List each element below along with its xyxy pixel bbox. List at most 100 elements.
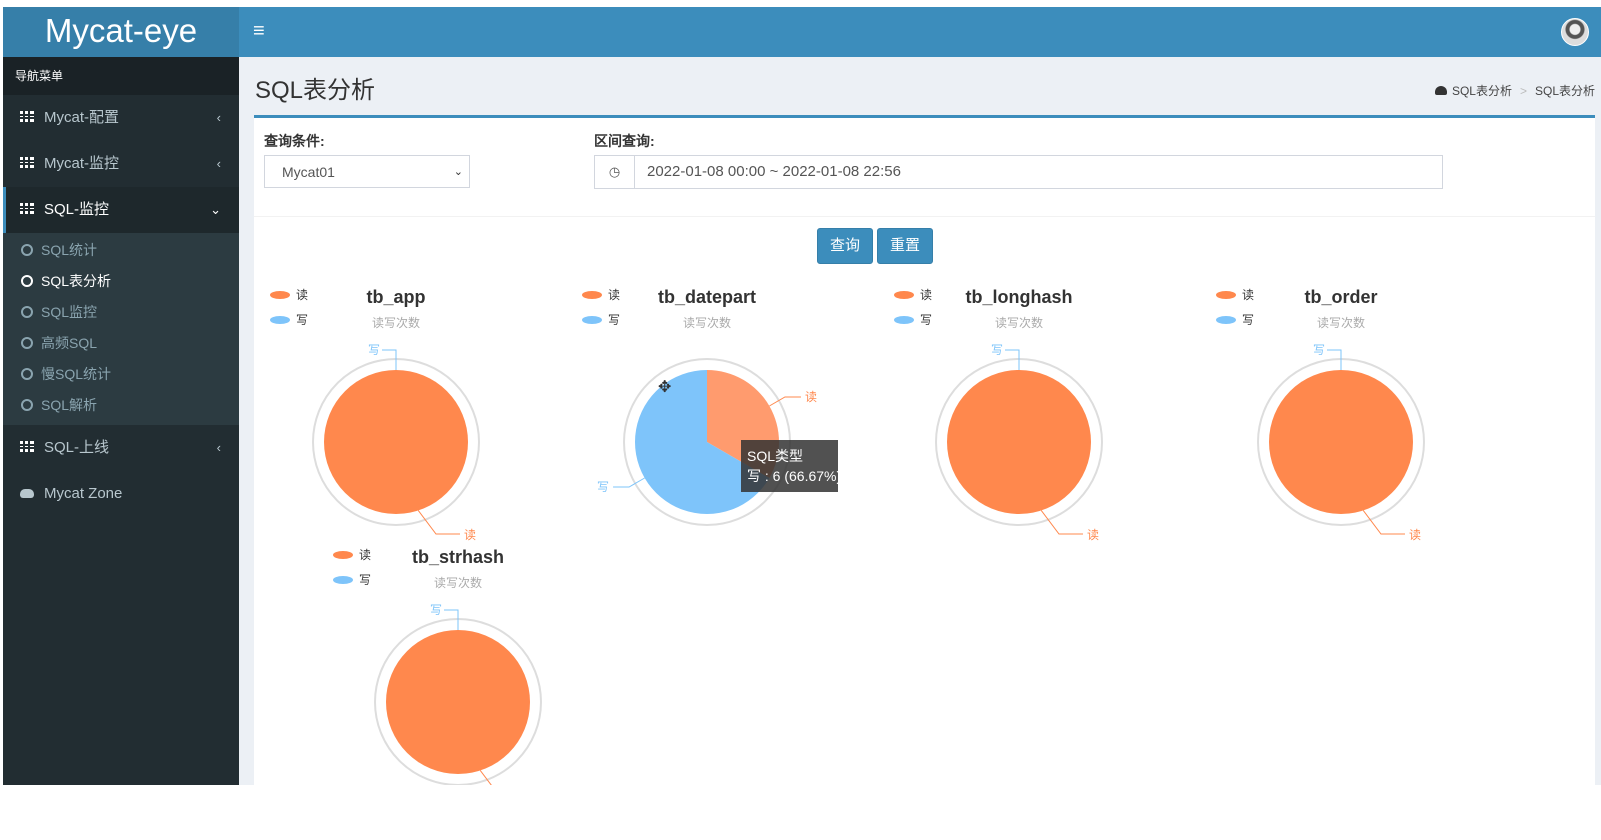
pie-label-line	[1327, 349, 1342, 370]
tooltip-title: SQL类型	[747, 448, 804, 464]
tooltip-text: 写 : 6 (66.67%)	[747, 468, 838, 484]
datasource-select[interactable]: Mycat01 ⌄	[264, 155, 470, 188]
content-header: SQL表分析 SQL表分析 > SQL表分析	[239, 57, 1601, 115]
pie-slice	[386, 630, 530, 774]
legend-write-marker	[1216, 316, 1236, 324]
pie-label: 写	[430, 603, 442, 617]
circle-icon	[21, 306, 33, 319]
chevron-left-icon: ‹	[216, 110, 221, 125]
submenu-item-label: SQL统计	[41, 242, 98, 258]
pie-label-line	[479, 770, 492, 785]
top-navbar: ≡	[239, 7, 1601, 57]
chart-subtitle: 读写次数	[434, 575, 482, 590]
breadcrumb-current: SQL表分析	[1534, 84, 1595, 98]
pie-label: 读	[464, 528, 476, 542]
pie-slice	[634, 370, 770, 514]
date-range-value: 2022-01-08 00:00 ~ 2022-01-08 22:56	[647, 163, 901, 180]
chart-title: tb_datepart	[658, 287, 756, 307]
app-window: Mycat-eye ≡ 导航菜单 Mycat-配置 ‹ Mycat-监控 ‹ S…	[3, 7, 1601, 785]
chart-subtitle: 读写次数	[1317, 315, 1365, 330]
submenu-item-sql-parse[interactable]: SQL解析	[3, 390, 239, 421]
pie-label: 读	[1087, 528, 1099, 542]
circle-icon	[21, 337, 33, 350]
grid-icon	[20, 156, 34, 168]
legend-write-marker	[333, 576, 353, 584]
legend-read-label: 读	[920, 288, 932, 302]
legend-read-marker	[270, 291, 290, 299]
pie-label-line	[613, 477, 645, 488]
pie-label-line	[1040, 510, 1083, 535]
submenu-item-frequent-sql[interactable]: 高频SQL	[3, 328, 239, 359]
pie-label-line	[417, 510, 460, 535]
chart-title: tb_app	[366, 287, 425, 307]
sidebar-item-mycat-zone[interactable]: Mycat Zone	[3, 471, 239, 517]
legend-read-marker	[894, 291, 914, 299]
pie-label: 读	[805, 390, 817, 404]
grid-icon	[20, 440, 34, 452]
breadcrumb-separator: >	[1519, 84, 1527, 98]
dashboard-icon	[1434, 86, 1447, 96]
submenu-item-sql-monitor[interactable]: SQL监控	[3, 297, 239, 328]
charts-area: 读写tb_app读写次数读写读写tb_datepart读写次数读写读写tb_lo…	[270, 287, 1425, 785]
pie-slice	[1269, 370, 1413, 514]
query-condition-label: 查询条件:	[264, 133, 325, 149]
chevron-left-icon: ‹	[216, 156, 221, 171]
sidebar-item-sql-monitor[interactable]: SQL-监控 ⌄	[3, 187, 239, 233]
legend-write-marker	[270, 316, 290, 324]
reset-button[interactable]: 重置	[877, 228, 933, 264]
pie-slice	[324, 370, 468, 514]
sidebar-item-sql-online[interactable]: SQL-上线 ‹	[3, 425, 239, 471]
legend-read-marker	[1216, 291, 1236, 299]
clock-icon: ◷	[595, 156, 635, 188]
chevron-left-icon: ‹	[216, 440, 221, 455]
pie-label: 写	[1313, 343, 1325, 357]
form-divider	[254, 216, 1595, 217]
chart-title: tb_order	[1304, 287, 1377, 307]
sidebar-item-mycat-config[interactable]: Mycat-配置 ‹	[3, 95, 239, 141]
submenu-item-label: 慢SQL统计	[41, 366, 112, 382]
menu-toggle-icon[interactable]: ≡	[253, 20, 265, 42]
legend-read-label: 读	[359, 548, 371, 562]
sidebar-header: 导航菜单	[3, 57, 239, 95]
sidebar-item-label: Mycat-配置	[44, 109, 120, 126]
submenu-item-slow-sql[interactable]: 慢SQL统计	[3, 359, 239, 390]
range-query-label: 区间查询:	[594, 133, 655, 149]
app-logo[interactable]: Mycat-eye	[3, 7, 239, 57]
pie-label-line	[769, 396, 801, 407]
chart-subtitle: 读写次数	[683, 315, 731, 330]
legend-write-marker	[894, 316, 914, 324]
sidebar-item-label: Mycat Zone	[44, 485, 123, 502]
circle-icon	[21, 399, 33, 412]
legend-write-marker	[582, 316, 602, 324]
content-box: 查询条件: Mycat01 ⌄ 区间查询: ◷ 2022-01-08 00:00…	[254, 115, 1595, 785]
select-value: Mycat01	[282, 164, 335, 180]
page-title: SQL表分析	[255, 77, 376, 104]
submenu-item-label: SQL解析	[41, 397, 98, 413]
pie-label: 写	[597, 480, 609, 494]
legend-read-marker	[333, 551, 353, 559]
pie-label-line	[382, 349, 397, 370]
sidebar-submenu: SQL统计 SQL表分析 SQL监控 高频SQL 慢SQL统计 SQL解析	[3, 233, 239, 425]
legend-read-marker	[582, 291, 602, 299]
submenu-item-sql-table-analysis[interactable]: SQL表分析	[3, 266, 239, 297]
circle-icon	[21, 244, 33, 257]
sidebar-item-mycat-monitor[interactable]: Mycat-监控 ‹	[3, 141, 239, 187]
query-button[interactable]: 查询	[817, 228, 873, 264]
cloud-icon	[20, 488, 34, 498]
submenu-item-label: SQL监控	[41, 304, 98, 320]
circle-icon	[21, 368, 33, 381]
legend-read-label: 读	[608, 288, 620, 302]
submenu-item-sql-stats[interactable]: SQL统计	[3, 235, 239, 266]
submenu-item-label: SQL表分析	[41, 273, 112, 289]
legend-read-label: 读	[1242, 288, 1254, 302]
breadcrumb-link[interactable]: SQL表分析	[1451, 84, 1512, 98]
date-range-input[interactable]: ◷ 2022-01-08 00:00 ~ 2022-01-08 22:56	[594, 155, 1443, 189]
legend-write-label: 写	[608, 313, 620, 327]
legend-write-label: 写	[1242, 313, 1254, 327]
grid-icon	[20, 110, 34, 122]
pie-label: 写	[991, 343, 1003, 357]
user-avatar[interactable]	[1561, 18, 1589, 46]
chart-subtitle: 读写次数	[372, 315, 420, 330]
chart-title: tb_longhash	[966, 287, 1073, 307]
legend-write-label: 写	[920, 313, 932, 327]
